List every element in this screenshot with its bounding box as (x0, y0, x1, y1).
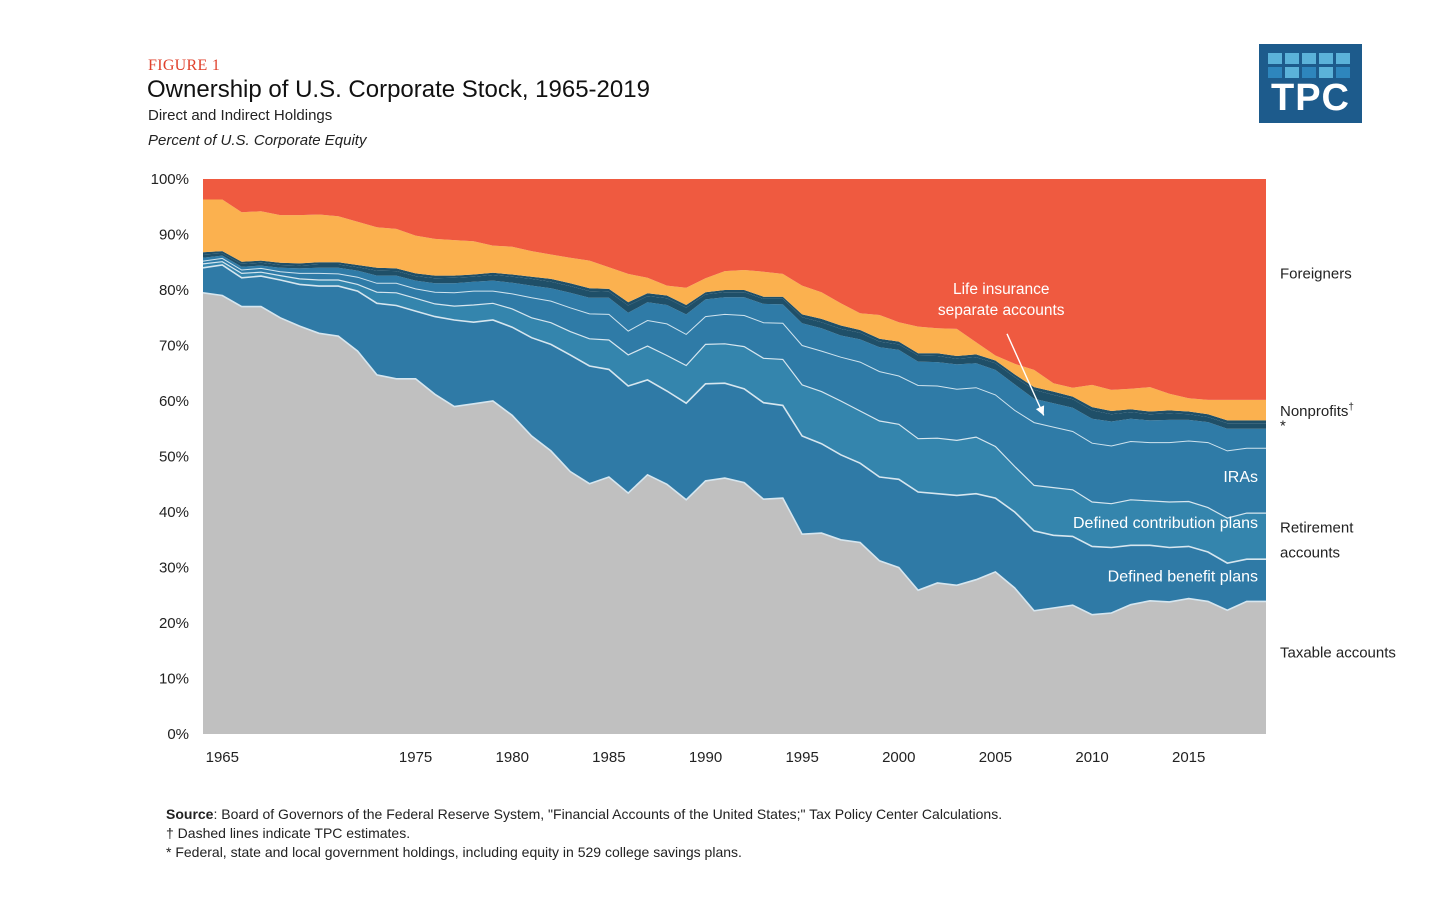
source-label: Source (166, 806, 214, 822)
annotation-text: separate accounts (938, 302, 1065, 319)
logo-text: TPC (1271, 77, 1350, 119)
legend-label: Retirement (1280, 520, 1354, 537)
area-band-life-insurance-separate-accounts (203, 255, 1266, 451)
area-band-defined-contribution-plans (203, 261, 1266, 564)
legend-label: Nonprofits† (1280, 402, 1354, 420)
series-label: Defined contribution plans (1073, 515, 1258, 532)
dagger-note: † Dashed lines indicate TPC estimates. (166, 825, 411, 841)
logo-square (1319, 53, 1333, 64)
y-tick-label: 80% (159, 282, 189, 299)
area-band-taxable-accounts (203, 292, 1266, 734)
legend-label: Foreigners (1280, 265, 1352, 282)
logo-square (1336, 67, 1350, 78)
logo-square (1302, 67, 1316, 78)
area-band-iras (203, 258, 1266, 519)
y-tick-label: 90% (159, 227, 189, 244)
chart-units: Percent of U.S. Corporate Equity (148, 132, 367, 149)
logo-square (1336, 53, 1350, 64)
series-boundary-line (202, 292, 1266, 616)
y-tick-label: 60% (159, 393, 189, 410)
x-tick-label: 1980 (496, 749, 529, 766)
annotation-arrow-line (1006, 333, 1045, 416)
legend-label: * (1280, 417, 1286, 434)
x-tick-label: 1995 (785, 749, 818, 766)
logo-square (1302, 53, 1316, 64)
x-tick-label: 2015 (1172, 749, 1205, 766)
x-tick-label: 2005 (979, 749, 1012, 766)
figure-label: FIGURE 1 (148, 57, 221, 74)
series-boundary-line (202, 257, 1266, 452)
y-tick-label: 70% (159, 338, 189, 355)
chart-notes: Source: Board of Governors of the Federa… (166, 805, 1002, 862)
area-band-foreigners (203, 179, 1266, 400)
chart-title: Ownership of U.S. Corporate Stock, 1965-… (147, 76, 650, 103)
annotation-arrow-head (1035, 405, 1045, 416)
y-tick-label: 40% (159, 504, 189, 521)
source-text: : Board of Governors of the Federal Rese… (213, 806, 1003, 822)
legend-label: Taxable accounts (1280, 644, 1396, 661)
chart-subtitle: Direct and Indirect Holdings (148, 107, 333, 124)
x-tick-label: 1975 (399, 749, 432, 766)
annotation-text: Life insurance (953, 281, 1050, 298)
series-boundary-line (202, 261, 1266, 519)
logo-square (1268, 53, 1282, 64)
x-tick-label: 2010 (1075, 749, 1108, 766)
legend-label: accounts (1280, 545, 1340, 562)
y-tick-label: 0% (167, 726, 189, 743)
y-tick-label: 100% (151, 171, 189, 188)
series-boundary-line (202, 264, 1266, 564)
legend-label-sup: † (1348, 402, 1354, 413)
area-band-foreigners-lower-top-of-tinted-band (203, 199, 1266, 421)
star-note: * Federal, state and local government ho… (166, 844, 742, 860)
area-band-defined-benefit-plans (203, 265, 1266, 615)
x-tick-label: 1985 (592, 749, 625, 766)
x-tick-label: 1965 (206, 749, 239, 766)
y-tick-label: 30% (159, 560, 189, 577)
source-note: Source: Board of Governors of the Federa… (166, 805, 1002, 824)
x-tick-label: 1990 (689, 749, 722, 766)
y-tick-label: 20% (159, 615, 189, 632)
y-tick-label: 50% (159, 449, 189, 466)
logo-square (1285, 53, 1299, 64)
logo-square (1319, 67, 1333, 78)
tpc-logo: TPC (1259, 44, 1362, 123)
logo-square (1285, 67, 1299, 78)
x-tick-label: 2000 (882, 749, 915, 766)
series-label: Defined benefit plans (1108, 568, 1258, 585)
y-tick-label: 10% (159, 671, 189, 688)
logo-square (1268, 67, 1282, 78)
series-label: IRAs (1223, 469, 1258, 486)
